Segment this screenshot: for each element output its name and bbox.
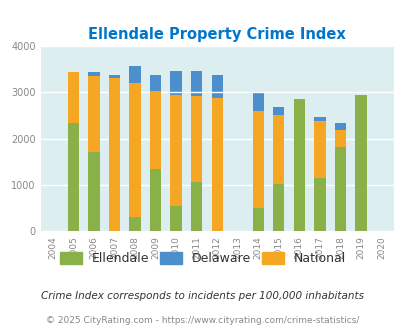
Bar	[149, 75, 161, 231]
Title: Ellendale Property Crime Index: Ellendale Property Crime Index	[88, 27, 345, 42]
Bar	[149, 90, 161, 231]
Bar	[334, 130, 345, 231]
Bar	[129, 83, 141, 231]
Text: Crime Index corresponds to incidents per 100,000 inhabitants: Crime Index corresponds to incidents per…	[41, 291, 364, 301]
Bar	[313, 178, 325, 231]
Bar	[273, 184, 284, 231]
Bar	[191, 71, 202, 231]
Text: © 2025 CityRating.com - https://www.cityrating.com/crime-statistics/: © 2025 CityRating.com - https://www.city…	[46, 316, 359, 325]
Legend: Ellendale, Delaware, National: Ellendale, Delaware, National	[55, 247, 350, 270]
Bar	[354, 95, 366, 231]
Bar	[334, 123, 345, 231]
Bar	[109, 78, 120, 231]
Bar	[170, 95, 181, 231]
Bar	[68, 123, 79, 231]
Bar	[149, 169, 161, 231]
Bar	[293, 117, 304, 231]
Bar	[88, 72, 99, 231]
Bar	[252, 92, 263, 231]
Bar	[211, 75, 222, 231]
Bar	[88, 76, 99, 231]
Bar	[293, 99, 304, 231]
Bar	[273, 107, 284, 231]
Bar	[88, 151, 99, 231]
Bar	[129, 66, 141, 231]
Bar	[191, 96, 202, 231]
Bar	[313, 121, 325, 231]
Bar	[170, 71, 181, 231]
Bar	[129, 217, 141, 231]
Bar	[273, 115, 284, 231]
Bar	[354, 134, 366, 231]
Bar	[252, 111, 263, 231]
Bar	[109, 75, 120, 231]
Bar	[211, 98, 222, 231]
Bar	[68, 87, 79, 231]
Bar	[293, 103, 304, 231]
Bar	[334, 147, 345, 231]
Bar	[68, 72, 79, 231]
Bar	[313, 117, 325, 231]
Bar	[170, 206, 181, 231]
Bar	[354, 127, 366, 231]
Bar	[191, 182, 202, 231]
Bar	[252, 208, 263, 231]
